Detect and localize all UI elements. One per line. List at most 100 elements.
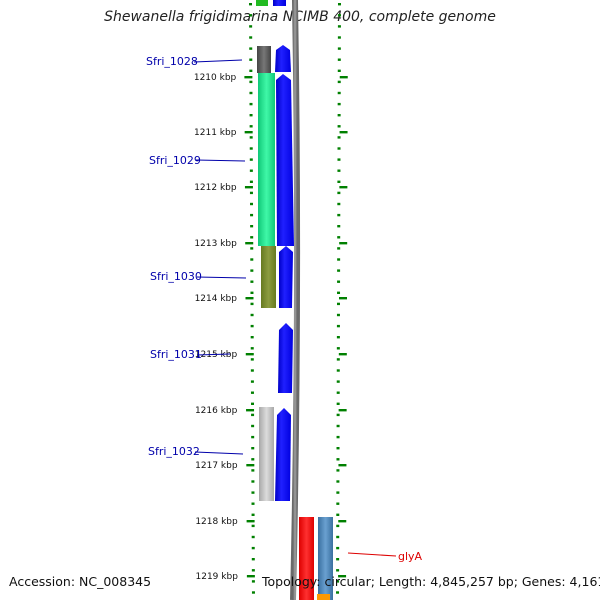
ruler-dot — [249, 136, 253, 139]
ruler-dot — [336, 424, 340, 428]
ruler-dot — [337, 280, 341, 283]
ruler-dot — [337, 14, 341, 17]
ruler-dot — [336, 313, 340, 317]
cds-arrow-sfri-1030 — [279, 246, 293, 308]
ruler-dot — [336, 480, 340, 483]
ruler-dot — [251, 435, 255, 439]
ruler-dot — [250, 380, 254, 383]
ruler-dot — [336, 391, 340, 394]
ruler-dot — [336, 447, 340, 450]
ruler-dot — [250, 358, 254, 361]
ruler-major-tick — [246, 409, 255, 412]
ruler-dot — [336, 558, 340, 561]
ruler-dot — [336, 413, 340, 417]
topology-text: Topology: circular; Length: 4,845,257 bp… — [262, 574, 600, 589]
ruler-dot — [250, 269, 254, 272]
cds-arrow-sfri-1028 — [275, 45, 291, 72]
ruler-dot — [337, 91, 341, 95]
cds-arrow-sfri-1032 — [275, 408, 291, 501]
ruler-dot — [337, 58, 341, 61]
ruler-major-tick — [245, 353, 254, 356]
ruler-major-tick — [246, 575, 255, 578]
ruler-dot — [337, 258, 341, 261]
ruler-dot — [336, 380, 340, 383]
ruler-dot — [337, 80, 341, 84]
ruler-major-tick — [244, 76, 253, 79]
gene-label-sfri-1031: Sfri_1031 — [150, 348, 202, 361]
ruler-dot — [250, 324, 254, 328]
ruler-dot — [250, 302, 254, 306]
ruler-dot — [250, 247, 254, 250]
kbp-tick-label: 1215 kbp — [195, 350, 238, 360]
leader-sfri-1032 — [194, 451, 244, 455]
ruler-dot — [250, 347, 254, 350]
cds-top-fragment — [273, 0, 286, 6]
ruler-dot — [249, 169, 253, 172]
leader-glya — [347, 552, 397, 557]
ruler-dot — [336, 402, 340, 405]
ruler-dot — [337, 191, 341, 195]
ruler-dot — [337, 36, 341, 39]
ruler-major-tick — [339, 76, 348, 79]
ruler-dot — [249, 58, 253, 61]
ruler-dot — [251, 513, 255, 516]
ruler-major-tick — [246, 464, 255, 467]
ruler-dot — [251, 591, 255, 594]
ruler-dot — [251, 458, 255, 461]
ruler-dot — [250, 236, 254, 239]
ruler-dot — [336, 336, 340, 339]
ruler-dot — [250, 280, 254, 283]
ruler-dot — [336, 302, 340, 306]
ruler-dot — [249, 36, 253, 39]
ruler-dot — [337, 147, 341, 150]
ruler-dot — [249, 80, 253, 84]
kbp-tick-label: 1218 kbp — [195, 517, 238, 527]
ruler-dot — [249, 191, 253, 195]
ruler-dot — [337, 213, 341, 217]
map-title: Shewanella frigidimarina NCIMB 400, comp… — [104, 9, 496, 25]
ruler-dot — [336, 491, 340, 494]
ruler-major-tick — [244, 131, 253, 134]
ruler-major-tick — [338, 353, 347, 356]
ruler-dot — [249, 14, 253, 17]
kbp-tick-label: 1216 kbp — [195, 406, 238, 416]
ruler-dot — [337, 136, 341, 139]
cog-bar-sfri-1028 — [257, 46, 271, 73]
ruler-dot — [337, 269, 341, 272]
ruler-dot — [250, 258, 254, 261]
ruler-dot — [337, 114, 341, 117]
kbp-tick-label: 1217 kbp — [195, 461, 238, 471]
ruler-dot — [337, 291, 341, 294]
ruler-major-tick — [338, 520, 347, 523]
ruler-major-tick — [338, 409, 347, 412]
genome-backbone — [290, 0, 301, 600]
ruler-dot — [337, 225, 341, 228]
leader-sfri-1028 — [193, 59, 243, 63]
leader-sfri-1030 — [196, 276, 247, 279]
cog-bar-green-top — [256, 0, 268, 6]
ruler-dot — [249, 47, 253, 50]
ruler-dot — [251, 580, 255, 583]
ruler-dot — [251, 535, 255, 539]
ruler-dot — [249, 114, 253, 117]
gene-label-sfri-1029: Sfri_1029 — [149, 154, 201, 167]
ruler-dot — [337, 180, 341, 183]
ruler-major-tick — [245, 242, 254, 245]
ruler-dot — [336, 347, 340, 350]
ruler-dot — [251, 502, 255, 505]
ruler-major-tick — [339, 242, 348, 245]
ruler-dot — [336, 535, 340, 539]
cog-bar-glya — [299, 517, 314, 600]
gene-label-glya: glyA — [398, 550, 423, 563]
ruler-dot — [249, 3, 253, 6]
ruler-dot — [250, 391, 254, 394]
ruler-dot — [250, 213, 254, 217]
ruler-dot — [336, 591, 340, 594]
ruler-dot — [336, 435, 340, 439]
ruler-dot — [336, 524, 340, 528]
ruler-dot — [336, 513, 340, 516]
ruler-dot — [337, 236, 341, 239]
ruler-major-tick — [339, 297, 348, 300]
accession-text: Accession: NC_008345 — [9, 574, 152, 589]
cog-bar-sfri-1029 — [258, 73, 275, 246]
